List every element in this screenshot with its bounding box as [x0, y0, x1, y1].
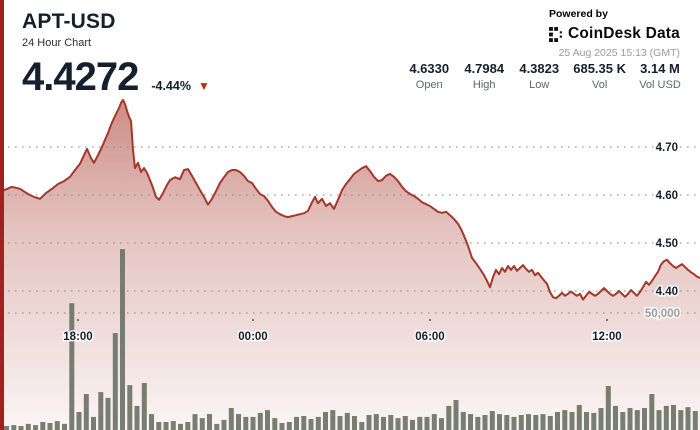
- time-tick-label: 00:00: [238, 331, 267, 343]
- price-tick-label: 4.70: [656, 142, 678, 154]
- stat-open: 4.6330 Open: [408, 61, 450, 91]
- stat-low-value: 4.3823: [519, 61, 560, 76]
- time-tick-label: 18:00: [63, 331, 92, 343]
- price-tick-label: 4.60: [656, 190, 678, 202]
- coindesk-logo-text: CoinDesk Data: [568, 25, 680, 42]
- stat-high-label: High: [472, 79, 496, 91]
- ohlc-stats-row: 4.6330 Open 4.7984 High 4.3823 Low 685.3…: [408, 61, 681, 91]
- price-change-percent: -4.44%: [151, 79, 191, 93]
- stat-open-value: 4.6330: [409, 61, 450, 76]
- time-tick-label: 12:00: [592, 331, 621, 343]
- coindesk-logo: CoinDesk Data: [549, 25, 680, 43]
- axis-labels: 4.70 4.60 4.50 4.40 50,000 18:00 00:00 06:00 12:…: [62, 141, 682, 345]
- gridlines: [8, 146, 700, 321]
- stat-low-label: Low: [529, 79, 550, 91]
- current-price: 4.4272: [22, 55, 139, 99]
- stat-low: 4.3823 Low: [518, 61, 560, 91]
- stat-volume-value: 685.35 K: [573, 61, 626, 76]
- stat-volume-usd-label: Vol USD: [639, 79, 681, 91]
- stat-volume-label: Vol: [591, 79, 608, 91]
- chart-period-label: 24 Hour Chart: [22, 37, 92, 49]
- price-down-arrow-icon: ▼: [197, 79, 210, 93]
- volume-bars: [4, 249, 698, 430]
- powered-by-label: Powered by: [549, 8, 608, 20]
- price-row: 4.4272 -4.44% ▼: [22, 57, 210, 97]
- stat-volume: 685.35 K Vol: [573, 61, 626, 91]
- price-tick-label: 4.40: [656, 286, 678, 298]
- stat-volume-usd-value: 3.14 M: [640, 61, 680, 76]
- coindesk-logo-icon: [549, 26, 562, 42]
- price-line: [3, 99, 700, 301]
- chart-header: APT-USD 24 Hour Chart 4.4272 -4.44% ▼: [22, 10, 210, 97]
- chart-timestamp: 25 Aug 2025 15:13 (GMT): [558, 47, 680, 59]
- time-tick-label: 06:00: [415, 331, 444, 343]
- stat-high-value: 4.7984: [464, 61, 505, 76]
- symbol-title: APT-USD: [22, 10, 116, 33]
- left-accent-bar: [0, 0, 4, 430]
- stat-volume-usd: 3.14 M Vol USD: [639, 61, 681, 91]
- branding-block: Powered by CoinDesk Data 25 Aug 2025 15:…: [549, 8, 680, 59]
- price-area-fill: [4, 100, 700, 430]
- stat-open-label: Open: [415, 79, 443, 91]
- stat-high: 4.7984 High: [463, 61, 505, 91]
- price-tick-label: 4.50: [656, 238, 678, 250]
- volume-tick-label: 50,000: [645, 308, 680, 320]
